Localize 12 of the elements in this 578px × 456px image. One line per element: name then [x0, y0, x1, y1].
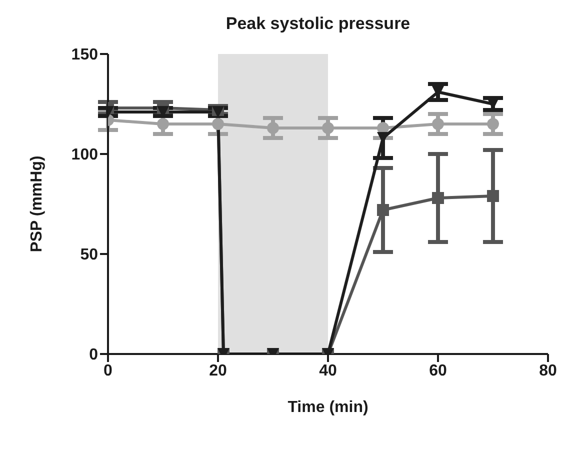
- x-tick-label: 80: [539, 362, 557, 380]
- x-tick-label: 40: [319, 362, 337, 380]
- chart-title: Peak systolic pressure: [224, 14, 412, 34]
- x-tick-label: 0: [104, 362, 113, 380]
- y-tick-label: 150: [71, 46, 98, 64]
- y-tick-label: 100: [71, 146, 98, 164]
- x-axis-title: Time (min): [288, 399, 368, 416]
- y-tick-label: 0: [89, 346, 98, 364]
- x-tick-label: 60: [429, 362, 447, 380]
- y-tick-label: 50: [80, 246, 98, 264]
- y-axis-title: PSP (mmHg): [28, 156, 46, 252]
- x-tick-label: 20: [209, 362, 227, 380]
